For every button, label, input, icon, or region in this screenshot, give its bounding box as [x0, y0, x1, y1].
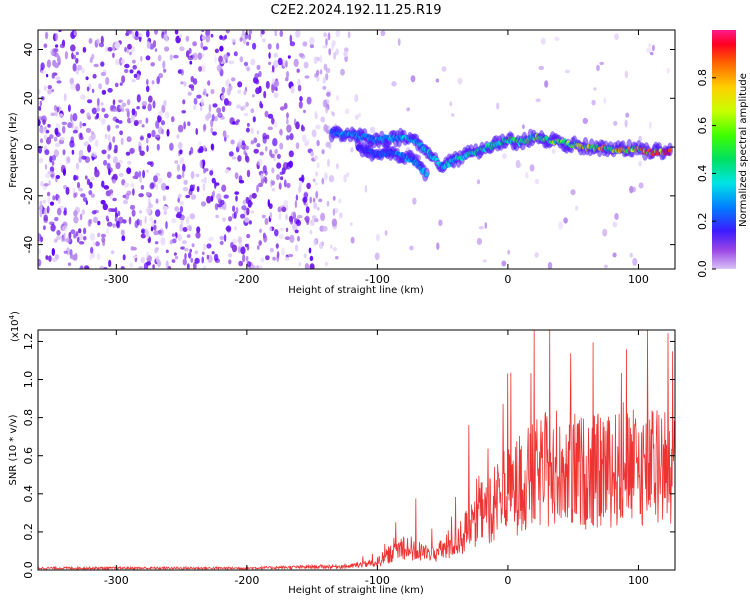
colorbar: 0.0 0.2 0.4 0.6 0.8 Normalized spectral ampl…: [696, 30, 749, 278]
spectrogram-y-axis-label: Frequency (Hz): [8, 112, 19, 188]
spectrogram-y-tick-label: 40: [22, 43, 35, 57]
spectrogram-y-tick-label: -20: [22, 187, 35, 205]
spectrogram-x-axis-label: Height of straight line (km): [288, 285, 424, 296]
snr-y-tick-label: 0.2: [22, 523, 35, 541]
spectrogram-data: [38, 30, 673, 269]
snr-y-tick-label: 1.2: [22, 333, 35, 351]
spectrogram-y-tick-label: 0: [22, 144, 35, 151]
colorbar-tick-label: 0.6: [696, 117, 709, 135]
spectrogram-x-tick-label: -300: [104, 273, 129, 286]
snr-multiplier: (x104): [8, 311, 21, 342]
colorbar-tick-label: 0.4: [696, 165, 709, 183]
spectrogram-x-tick-label: -200: [234, 273, 259, 286]
spectrogram-frame: [37, 29, 676, 270]
colorbar-gradient: [712, 30, 736, 269]
colorbar-ticks: 0.0 0.2 0.4 0.6 0.8: [696, 69, 716, 278]
snr-y-ticks: 0.0 0.2 0.4 0.6 0.8 1.0 1.2: [22, 333, 675, 579]
colorbar-tick-label: 0.2: [696, 212, 709, 230]
snr-x-ticks: -300 -200 -100 0 100: [104, 330, 649, 587]
spectrogram-x-tick-label: 100: [628, 273, 649, 286]
snr-multiplier-base: (x10: [10, 319, 21, 342]
spectrogram-x-tick-label: 0: [504, 273, 511, 286]
snr-y-tick-label: 0.6: [22, 447, 35, 465]
snr-x-tick-label: 0: [504, 574, 511, 587]
spectrogram-y-ticks: -40 -20 0 20 40: [22, 43, 675, 254]
colorbar-tick-label: 0.8: [696, 69, 709, 87]
svg-text:(x104): (x104): [8, 311, 21, 342]
figure-title: C2E2.2024.192.11.25.R19: [270, 3, 441, 18]
colorbar-tick-label: 0.0: [696, 260, 709, 278]
snr-panel: -300 -200 -100 0 100 0.0 0.2 0.4 0.6 0.8 1.0 1.2 H…: [8, 311, 676, 596]
spectrogram-main-ridge: [328, 125, 673, 174]
snr-y-tick-label: 1.0: [22, 371, 35, 389]
spectrogram-y-tick-label: 20: [22, 91, 35, 105]
snr-y-tick-label: 0.8: [22, 409, 35, 427]
snr-x-tick-label: -300: [104, 574, 129, 587]
snr-multiplier-exp: 4: [8, 314, 16, 319]
snr-data: [38, 330, 675, 570]
snr-x-tick-label: 100: [628, 574, 649, 587]
snr-y-tick-label: 0.0: [22, 561, 35, 579]
spectrogram-x-tick-label: -100: [365, 273, 390, 286]
snr-x-axis-label: Height of straight line (km): [288, 585, 424, 596]
spectrogram-secondary-ridge: [354, 137, 430, 182]
snr-x-tick-label: -200: [234, 574, 259, 587]
snr-x-tick-label: -100: [365, 574, 390, 587]
snr-y-axis-label: SNR (10 * v/v): [8, 414, 19, 485]
spectrogram-x-ticks: -300 -200 -100 0 100: [104, 30, 649, 286]
colorbar-label: Normalized spectral amplitude: [738, 73, 749, 227]
spectrogram-y-tick-label: -40: [22, 236, 35, 254]
snr-y-tick-label: 0.4: [22, 485, 35, 503]
snr-series-line: [38, 330, 675, 570]
snr-frame: [37, 329, 676, 571]
